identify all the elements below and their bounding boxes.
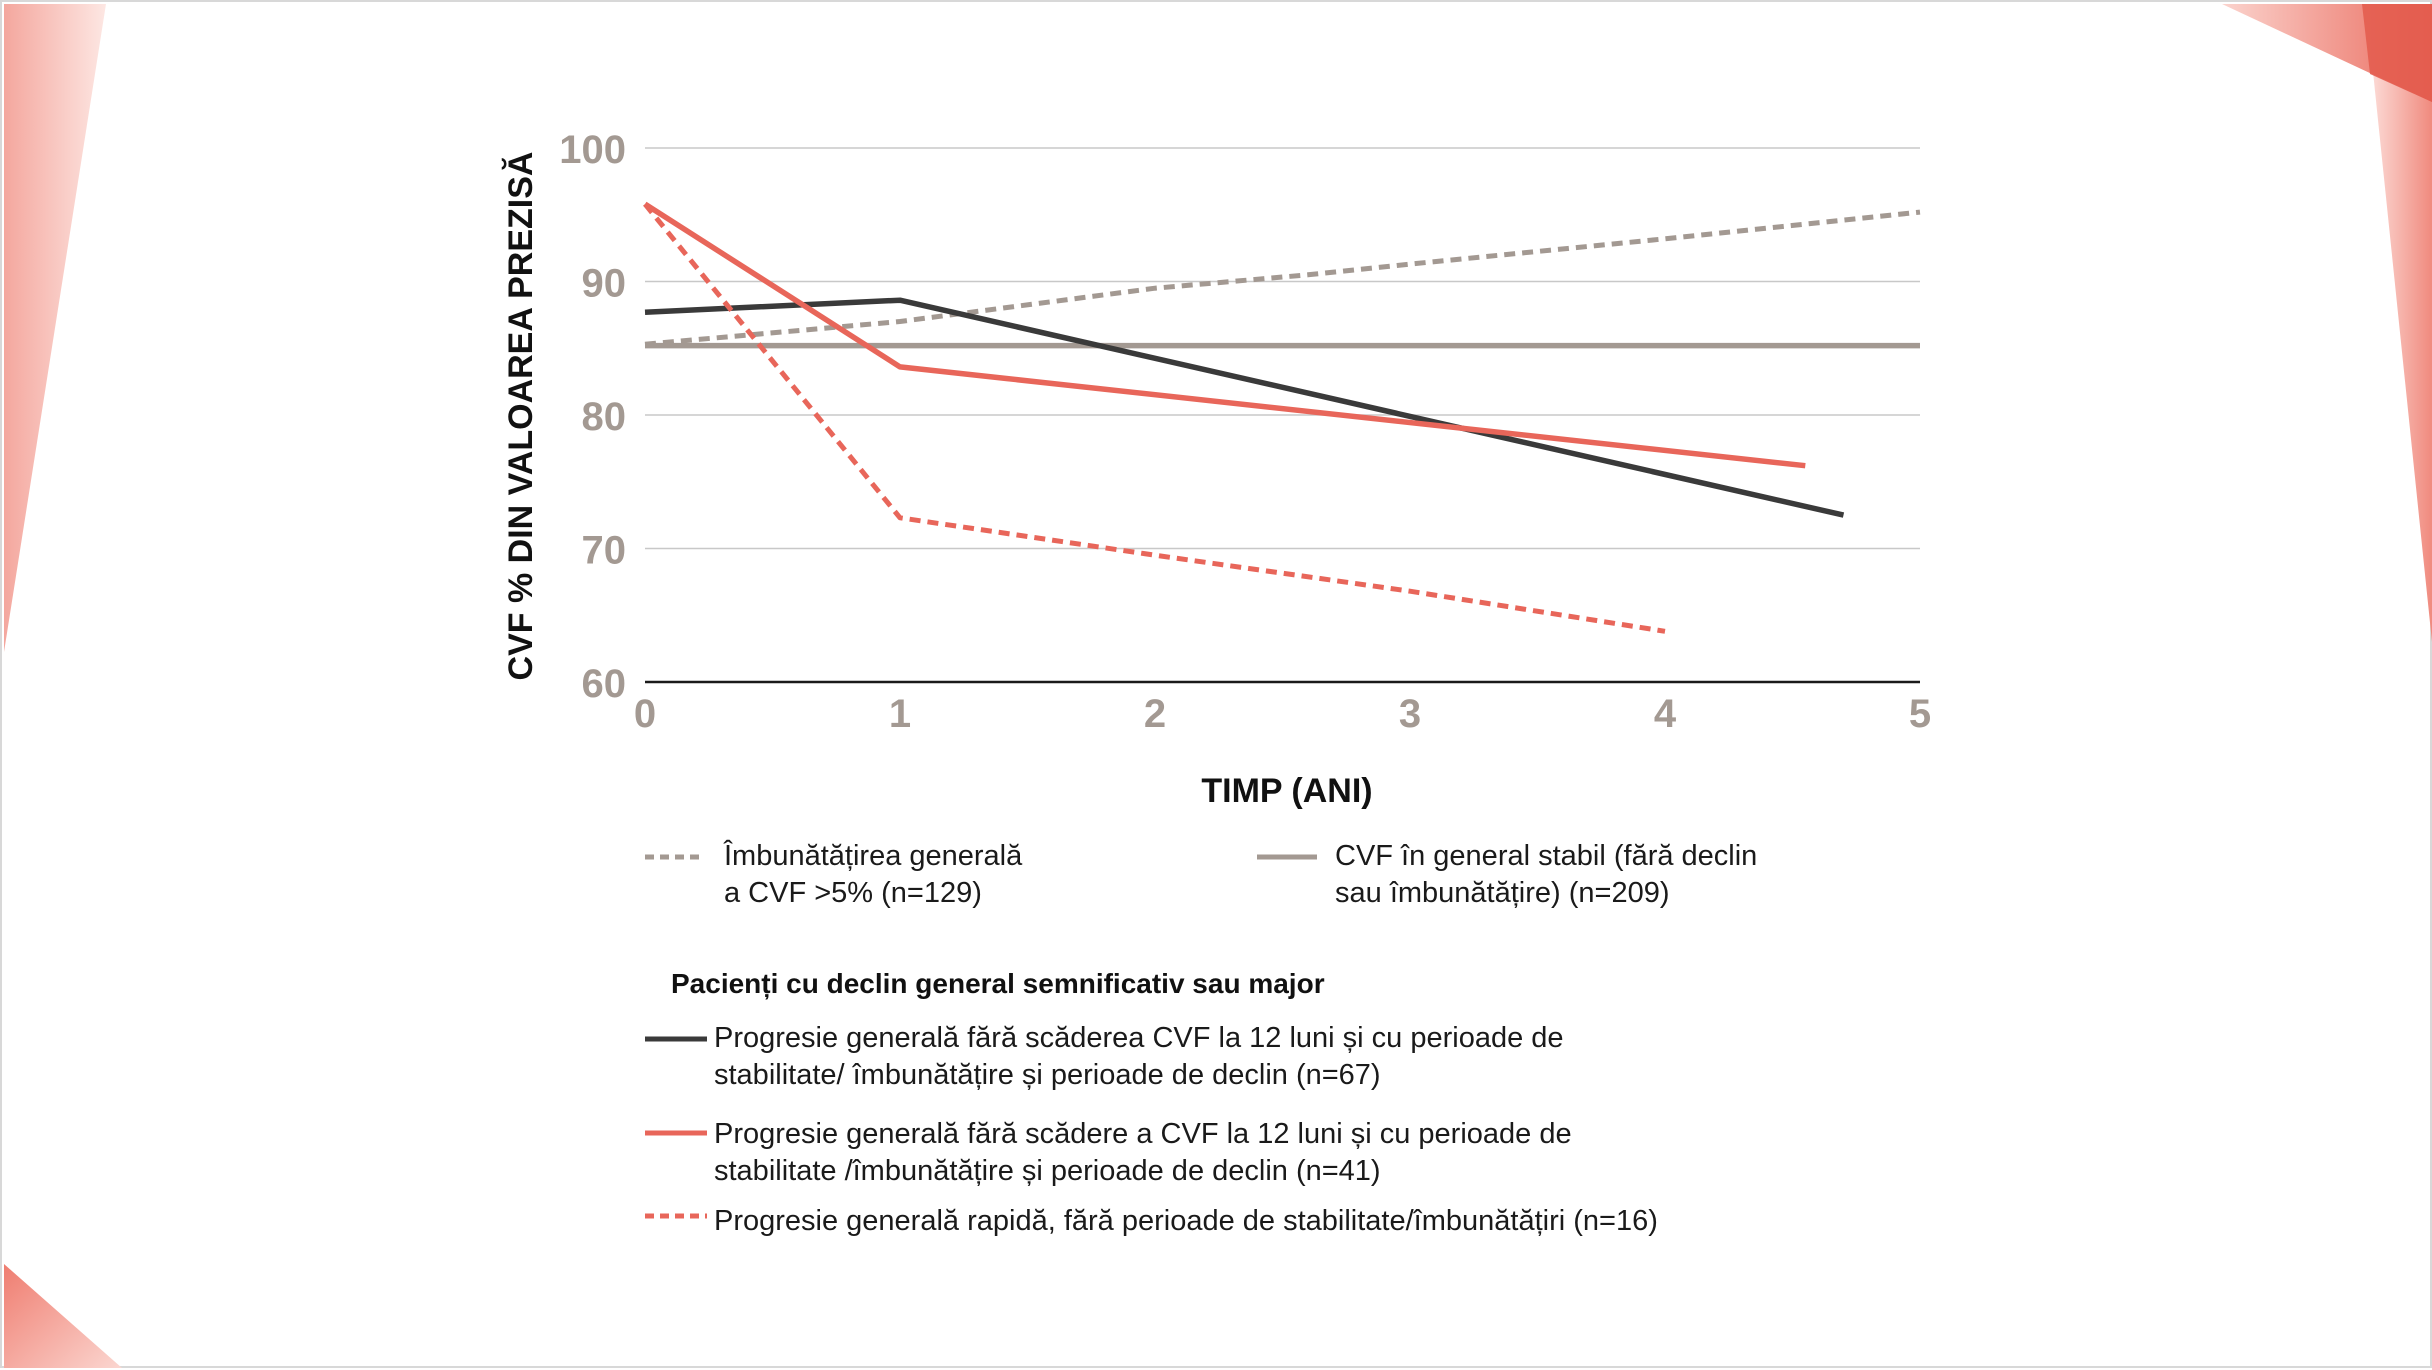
y-tick-label-90: 90 xyxy=(582,262,627,306)
legend-label-progression-red-line-2: stabilitate /îmbunătățire și perioade de… xyxy=(714,1155,1381,1187)
legend-swatches xyxy=(645,854,1317,1219)
legend-label-stable-line-2: sau îmbunătățire) (n=209) xyxy=(1335,877,1670,909)
legend-label-improvement-line-2: a CVF >5% (n=129) xyxy=(724,877,982,909)
legend-label-rapid-line-1: Progresie generală rapidă, fără perioade… xyxy=(714,1205,1658,1237)
legend-label-improvement: Îmbunătățirea generală a CVF >5% (n=129) xyxy=(724,838,1022,912)
y-tick-label-60: 60 xyxy=(582,662,627,706)
y-axis-title: CVF % DIN VALOAREA PREZISĂ xyxy=(502,152,540,681)
x-tick-label-1: 1 xyxy=(889,692,911,736)
series-line-progression-dark xyxy=(644,297,1845,518)
series-lines xyxy=(643,201,1921,634)
legend-label-rapid: Progresie generală rapidă, fără perioade… xyxy=(714,1203,1658,1240)
legend-heading: Pacienți cu declin general semnificativ … xyxy=(671,968,1325,999)
legend-label-progression-dark-line-2: stabilitate/ îmbunătățire și perioade de… xyxy=(714,1059,1381,1091)
legend-label-stable: CVF în general stabil (fără declin sau î… xyxy=(1335,838,1757,912)
x-tick-label-4: 4 xyxy=(1654,692,1677,736)
legend-label-progression-red-line-1: Progresie generală fără scădere a CVF la… xyxy=(714,1118,1572,1150)
legend-label-progression-dark-line-1: Progresie generală fără scăderea CVF la … xyxy=(714,1022,1564,1054)
gridlines xyxy=(645,147,1920,684)
series-line-improvement xyxy=(644,209,1921,347)
legend-label-progression-red: Progresie generală fără scădere a CVF la… xyxy=(714,1116,1572,1190)
series-line-rapid xyxy=(643,202,1666,634)
top-right-corner-shape xyxy=(2362,4,2432,102)
legend-label-progression-dark: Progresie generală fără scăderea CVF la … xyxy=(714,1020,1564,1094)
series-line-progression-red xyxy=(643,201,1806,469)
bottom-left-triangle-shape xyxy=(4,1264,122,1368)
x-tick-label-0: 0 xyxy=(634,692,656,736)
legend-label-improvement-line-1: Îmbunătățirea generală xyxy=(724,840,1023,872)
left-ribbon-shape xyxy=(4,4,106,652)
x-tick-label-5: 5 xyxy=(1909,692,1931,736)
y-tick-label-80: 80 xyxy=(582,395,627,439)
right-ribbon-shape xyxy=(2366,4,2432,642)
x-tick-label-2: 2 xyxy=(1144,692,1166,736)
y-tick-label-100: 100 xyxy=(559,128,626,172)
legend-label-stable-line-1: CVF în general stabil (fără declin xyxy=(1335,840,1758,872)
y-tick-label-70: 70 xyxy=(582,529,627,573)
x-tick-label-3: 3 xyxy=(1399,692,1421,736)
x-axis-title: TIMP (ANI) xyxy=(1201,772,1372,810)
axis-ticks: 60 70 80 90 100 0 1 2 3 4 5 xyxy=(559,128,1931,736)
